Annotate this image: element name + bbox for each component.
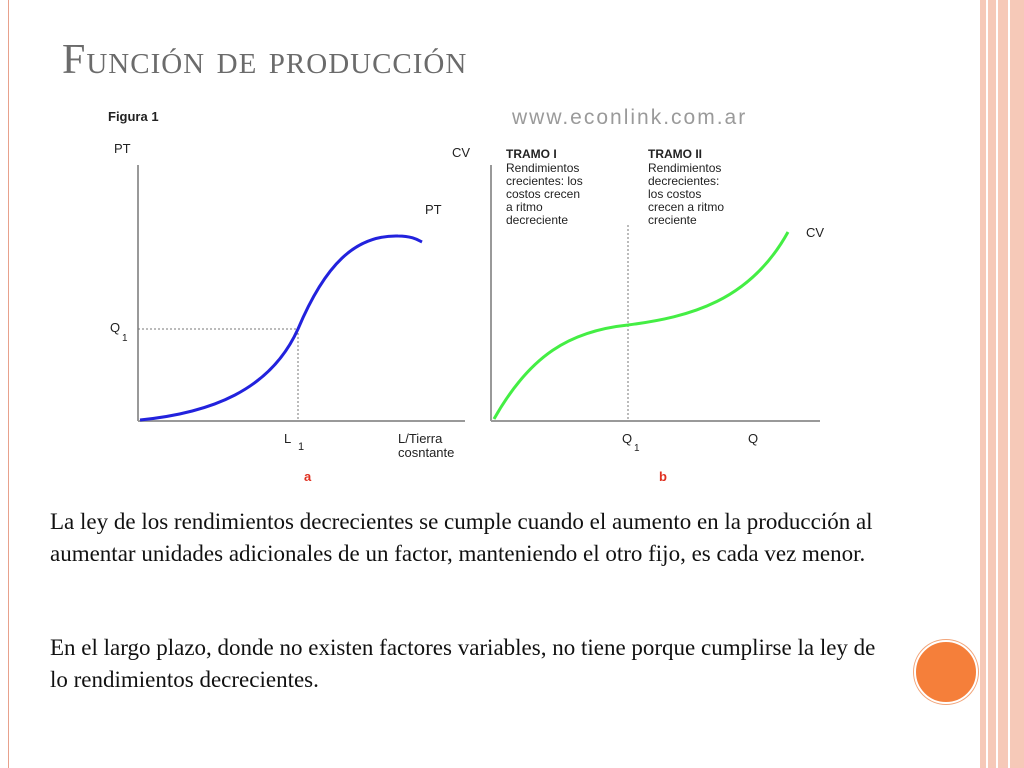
x-axis-label-line-1: L/Tierra [398,431,443,446]
tramo2-line: crecen a ritmo [648,200,724,214]
cv-curve-label: CV [806,225,824,240]
watermark: www.econlink.com.ar [511,106,747,129]
tramo2-line: los costos [648,187,701,201]
q1-label: Q [110,320,120,335]
tramo2-line: creciente [648,213,697,227]
tramo1-line: Rendimientos [506,161,579,175]
long-run-paragraph: En el largo plazo, donde no existen fact… [50,635,876,692]
tramo2-line: decrecientes: [648,174,719,188]
tramo1-title: TRAMO I [506,147,557,161]
border-stripe [996,0,998,768]
x-axis-label-line-2: cosntante [398,445,454,460]
production-function-figure: Figura 1 www.econlink.com.ar PT PT Q 1 L… [108,106,824,484]
cv-curve [492,231,790,420]
tramo2-title: TRAMO II [648,147,702,161]
q1-axis-subscript: 1 [634,443,640,454]
slide-left-border [8,0,9,768]
panel-a-letter: a [304,469,312,484]
decorative-orange-circle [914,640,978,704]
q-axis-label: Q [748,431,758,446]
tramo1-line: costos crecen [506,187,580,201]
panel-a-y-label: PT [114,141,131,156]
figure-caption: Figura 1 [108,109,159,124]
slide-right-border [980,0,1024,768]
tramo1-line: a ritmo [506,200,543,214]
slide-title: Función de producción [62,37,468,83]
tramo1-line: crecientes: los [506,174,583,188]
pt-curve [139,234,423,422]
border-stripe [1008,0,1010,768]
tramo2-line: Rendimientos [648,161,721,175]
q1-subscript: 1 [122,333,128,344]
explanation-paragraph: La ley de los rendimientos decrecientes … [50,509,873,566]
panel-b-letter: b [659,469,667,484]
panel-a: PT PT Q 1 L 1 L/Tierra cosntante a [110,141,465,484]
q1-axis-label: Q [622,431,632,446]
panel-b-y-label: CV [452,145,470,160]
border-stripe [986,0,988,768]
panel-b: CV TRAMO I Rendimientos crecientes: los … [452,145,824,484]
l1-subscript: 1 [298,441,304,453]
tramo1-line: decreciente [506,213,568,227]
pt-curve-label: PT [425,202,442,217]
l1-label: L [284,431,291,446]
